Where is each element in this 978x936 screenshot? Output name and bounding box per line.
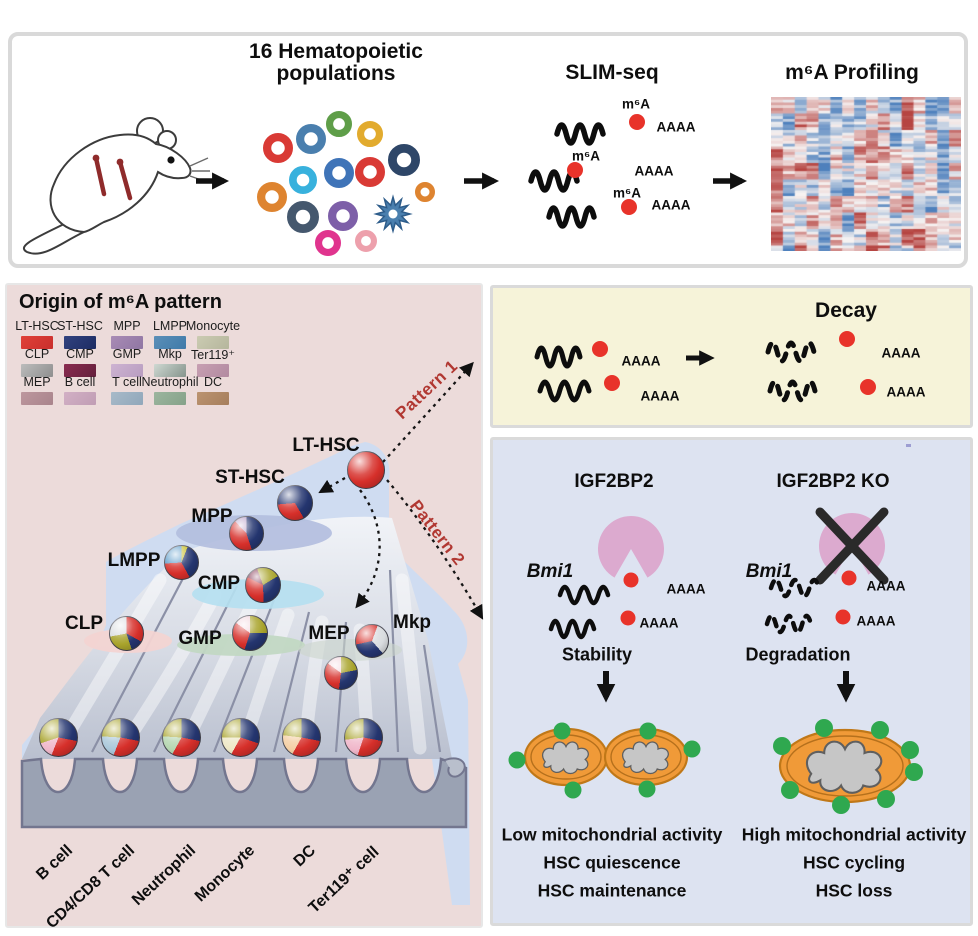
mature-cell-pie — [38, 717, 78, 757]
legend-label: MPP — [113, 319, 141, 333]
legend-label: Neutrophil — [141, 375, 199, 389]
legend-swatch — [64, 392, 96, 405]
legend-label: LT-HSC — [15, 319, 59, 333]
legend-swatch — [197, 392, 229, 405]
legend-label: CLP — [24, 347, 50, 361]
artifact-dot — [906, 444, 911, 447]
outcome-cycling: HSC cycling — [802, 852, 906, 873]
population-label-lmpp: LMPP — [107, 550, 161, 571]
polya-label: AAAA — [881, 345, 921, 361]
population-pie-clp — [108, 615, 144, 651]
legend-swatch — [154, 336, 186, 349]
populations-title: 16 Hematopoietic populations — [249, 39, 423, 85]
decay-title: Decay — [815, 299, 877, 322]
mature-cell-pie — [100, 717, 140, 757]
population-label-mep: MEP — [308, 623, 350, 644]
outcome-high-mito: High mitochondrial activity — [741, 824, 967, 845]
population-label-mkp: Mkp — [393, 612, 431, 633]
mature-cell-pie — [343, 717, 383, 757]
legend-swatch — [21, 364, 53, 377]
legend-title: Origin of m⁶A pattern — [19, 291, 222, 313]
legend-label: ST-HSC — [57, 319, 103, 333]
legend-label: Monocyte — [185, 319, 241, 333]
profiling-title: m⁶A Profiling — [785, 61, 919, 84]
polya-label: AAAA — [651, 197, 691, 213]
legend-swatch — [21, 392, 53, 405]
mature-cell-pie — [220, 717, 260, 757]
legend-label: DC — [203, 375, 223, 389]
population-pie-cmp — [245, 567, 281, 603]
m6a-label: m⁶A — [572, 148, 600, 164]
legend-label: B cell — [64, 375, 96, 389]
legend-swatch — [111, 336, 143, 349]
population-label-mpp: MPP — [191, 506, 233, 527]
legend-swatch — [64, 336, 96, 349]
legend-label: LMPP — [152, 319, 188, 333]
legend-swatch — [154, 392, 186, 405]
population-pie-mkp — [355, 624, 389, 658]
population-label-gmp: GMP — [178, 628, 222, 649]
bmi1-gene-label: Bmi1 — [526, 561, 574, 582]
m6a-heatmap — [771, 97, 961, 251]
igf2bp2-title: IGF2BP2 — [574, 471, 654, 492]
bmi1-gene-label: Bmi1 — [745, 561, 793, 582]
legend-label: Ter119⁺ — [191, 348, 235, 362]
legend-swatch — [197, 364, 229, 377]
outcome-quiescence: HSC quiescence — [543, 852, 681, 873]
legend-label: GMP — [112, 347, 142, 361]
population-label-cmp: CMP — [197, 573, 241, 594]
population-pie-gmp — [232, 615, 268, 651]
legend-swatch — [111, 364, 143, 377]
polya-label: AAAA — [866, 578, 906, 594]
polya-label: AAAA — [856, 613, 896, 629]
polya-label: AAAA — [640, 388, 680, 404]
mature-cell-pie — [281, 717, 321, 757]
legend-label: CMP — [66, 347, 94, 361]
polya-label: AAAA — [666, 581, 706, 597]
legend-swatch — [197, 336, 229, 349]
m6a-label: m⁶A — [613, 185, 641, 201]
outcome-low-mito: Low mitochondrial activity — [501, 824, 723, 845]
polya-label: AAAA — [634, 163, 674, 179]
polya-label: AAAA — [639, 615, 679, 631]
population-label-clp: CLP — [65, 613, 103, 634]
population-label-lt_hsc: LT-HSC — [292, 435, 360, 456]
population-pie-lmpp — [163, 544, 199, 580]
population-pie-mpp — [228, 515, 264, 551]
outcome-loss: HSC loss — [815, 880, 893, 901]
legend-label: MEP — [23, 375, 51, 389]
mature-cell-pie — [161, 717, 201, 757]
population-label-st_hsc: ST-HSC — [215, 467, 285, 488]
legend-swatch — [154, 364, 186, 377]
degradation-label: Degradation — [745, 644, 851, 665]
legend-swatch — [111, 392, 143, 405]
igf2bp2-ko-title: IGF2BP2 KO — [776, 471, 890, 492]
polya-label: AAAA — [621, 353, 661, 369]
outcome-maintenance: HSC maintenance — [537, 880, 687, 901]
polya-label: AAAA — [656, 119, 696, 135]
stability-label: Stability — [561, 644, 633, 665]
population-pie-mep — [324, 656, 358, 690]
legend-label: Mkp — [158, 347, 182, 361]
legend-swatch — [64, 364, 96, 377]
legend-label: T cell — [112, 375, 142, 389]
polya-label: AAAA — [886, 384, 926, 400]
population-pie-st_hsc — [277, 485, 313, 521]
igf2bp2-panel — [490, 437, 973, 926]
m6a-label: m⁶A — [622, 96, 650, 112]
legend-swatch — [21, 336, 53, 349]
slimseq-title: SLIM-seq — [565, 61, 659, 84]
